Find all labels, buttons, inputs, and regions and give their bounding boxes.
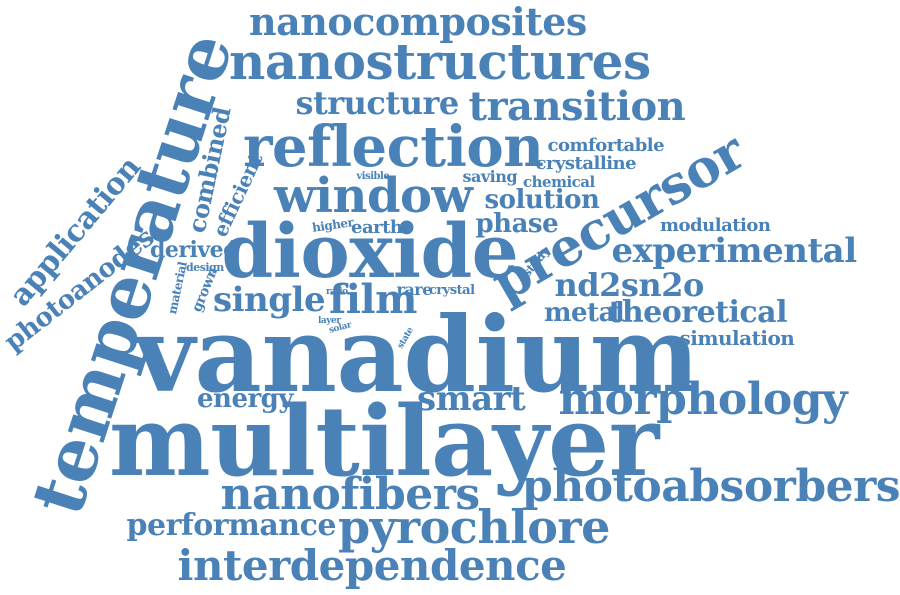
word-derived: derived: [150, 237, 239, 263]
word-saving: saving: [462, 167, 518, 186]
word-dioxide: dioxide: [221, 209, 519, 295]
word-phase: phase: [475, 209, 559, 239]
word-transition: transition: [468, 83, 686, 130]
word-crystalline: crystalline: [535, 153, 637, 174]
word-modulation: modulation: [660, 215, 771, 236]
word-energy: energy: [197, 384, 293, 414]
word-structure: structure: [295, 84, 460, 122]
word-simulation: simulation: [679, 326, 795, 350]
word-experimental: experimental: [611, 231, 858, 271]
word-solution: solution: [484, 185, 600, 215]
word-design: design: [186, 260, 224, 274]
word-nanofibers: nanofibers: [220, 469, 481, 520]
word-nd2sn2o: nd2sn2o: [554, 266, 705, 304]
word-nanostructures: nanostructures: [229, 32, 651, 91]
word-pyrochlore: pyrochlore: [338, 500, 610, 554]
word-window: window: [274, 168, 473, 224]
word-reflection: reflection: [243, 114, 544, 180]
word-chemical: chemical: [523, 172, 595, 191]
word-layer: layer: [318, 315, 341, 326]
word-single: single: [213, 280, 326, 320]
word-theoretical: theoretical: [608, 295, 788, 330]
word-vanadium: vanadium: [134, 293, 700, 416]
word-ratio: ratio: [326, 286, 348, 297]
word-comfortable: comfortable: [547, 135, 665, 156]
word-earth: earth: [351, 217, 403, 238]
word-smart: smart: [417, 379, 526, 419]
word-multilayer: multilayer: [109, 385, 659, 498]
word-nanocomposites: nanocomposites: [249, 0, 587, 44]
word-interdependence: interdependence: [177, 541, 567, 590]
word-rare: rare: [396, 280, 433, 299]
word-crystal: crystal: [429, 282, 475, 298]
word-photoabsorbers: photoabsorbers: [522, 461, 900, 512]
word-morphology: morphology: [558, 374, 848, 425]
word-film: film: [329, 276, 417, 323]
word-metal: metal: [544, 298, 625, 328]
word-performance: performance: [126, 508, 337, 543]
word-visible: visible: [356, 171, 390, 182]
